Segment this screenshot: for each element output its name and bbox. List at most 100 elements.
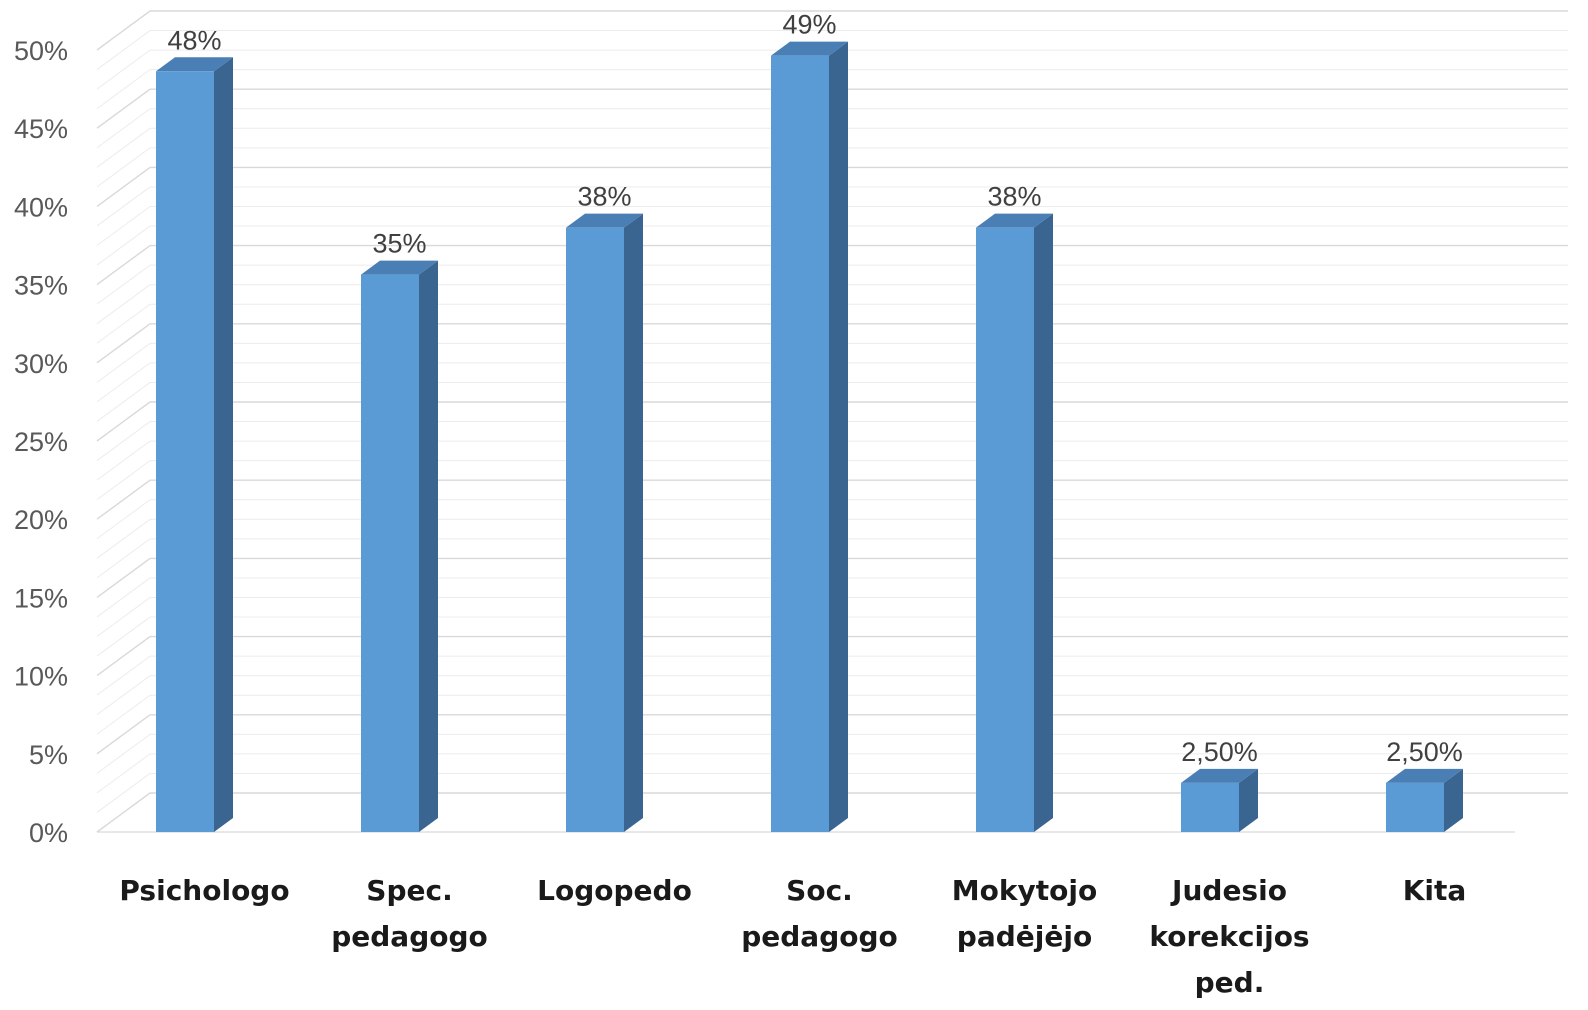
bar — [566, 213, 643, 832]
gridline-left-wall — [96, 773, 151, 813]
gridline-left-wall — [96, 264, 151, 305]
gridline-left-wall — [96, 714, 151, 755]
gridline-left-wall — [96, 401, 151, 442]
gridline-left-wall — [96, 440, 151, 481]
bar-side — [1444, 768, 1463, 832]
gridline-left-wall — [96, 108, 151, 149]
category-label: Mokytojo — [952, 874, 1097, 907]
gridline-left-wall — [96, 362, 151, 403]
gridline-left-wall — [96, 49, 151, 90]
y-tick-label: 20% — [14, 505, 68, 535]
data-label: 38% — [577, 182, 631, 212]
bar-top — [156, 57, 233, 72]
bar-front — [976, 227, 1034, 832]
gridline-left-wall — [96, 421, 151, 461]
chart-bars — [156, 41, 1463, 833]
bar-front — [1181, 782, 1239, 832]
gridline-left-wall — [96, 186, 151, 227]
bar-side — [419, 260, 438, 833]
bar-front — [1386, 782, 1444, 832]
bar-side — [624, 213, 643, 832]
gridline-left-wall — [96, 479, 151, 520]
data-label: 38% — [987, 182, 1041, 212]
category-label: ped. — [1195, 966, 1265, 999]
gridline-left-wall — [96, 675, 151, 716]
bar — [361, 260, 438, 833]
gridline-left-wall — [96, 792, 151, 833]
bar — [156, 57, 233, 832]
gridline-left-wall — [96, 460, 151, 501]
data-label: 35% — [372, 229, 426, 259]
gridline-left-wall — [96, 557, 151, 598]
y-tick-label: 35% — [14, 271, 68, 301]
bar-side — [1034, 213, 1053, 832]
category-label: Logopedo — [537, 874, 692, 907]
gridline-left-wall — [96, 166, 151, 207]
bar-top — [1386, 768, 1463, 783]
bar-front — [361, 274, 419, 833]
category-label: korekcijos — [1149, 920, 1309, 953]
data-label: 49% — [782, 10, 836, 40]
data-label: 48% — [167, 25, 221, 55]
gridline-left-wall — [96, 655, 151, 696]
gridline-left-wall — [96, 753, 151, 794]
category-label: Judesio — [1170, 874, 1287, 907]
bar — [1386, 768, 1463, 832]
y-tick-label: 5% — [29, 740, 68, 770]
bar — [1181, 768, 1258, 832]
category-label: pedagogo — [331, 920, 488, 953]
y-tick-label: 15% — [14, 583, 68, 613]
bar — [976, 213, 1053, 832]
bar-side — [214, 57, 233, 832]
category-label: Kita — [1403, 874, 1467, 907]
gridline-left-wall — [96, 518, 151, 559]
y-axis-ticks: 0% 5% 10% 15% 20% 25% 30% 35% 40% 45% 50% — [14, 36, 68, 848]
gridline-left-wall — [96, 284, 151, 325]
bar-top — [361, 260, 438, 275]
y-tick-label: 30% — [14, 349, 68, 379]
bar-side — [829, 41, 848, 832]
data-label: 2,50% — [1181, 737, 1258, 767]
y-tick-label: 45% — [14, 114, 68, 144]
y-tick-label: 25% — [14, 427, 68, 457]
data-label: 2,50% — [1386, 737, 1463, 767]
gridline-left-wall — [96, 69, 151, 110]
category-label: pedagogo — [741, 920, 898, 953]
gridline-left-wall — [96, 303, 151, 344]
bar-side — [1239, 768, 1258, 832]
gridline-left-wall — [96, 636, 151, 677]
gridline-left-wall — [96, 342, 151, 383]
y-tick-label: 40% — [14, 192, 68, 222]
bar-top — [1181, 768, 1258, 783]
gridline-left-wall — [96, 88, 151, 129]
gridline-left-wall — [96, 206, 151, 246]
gridline-left-wall — [96, 538, 151, 579]
gridline-left-wall — [96, 694, 151, 735]
category-label: Soc. — [786, 874, 853, 907]
bar-top — [976, 213, 1053, 228]
gridline-left-wall — [96, 597, 151, 637]
y-tick-label: 0% — [29, 818, 68, 848]
bar-front — [566, 227, 624, 832]
bar-front — [771, 55, 829, 832]
data-labels: 48% 35% 38% 49% 38% 2,50% 2,50% — [167, 10, 1462, 767]
gridline-left-wall — [96, 323, 151, 364]
category-label: Spec. — [366, 874, 452, 907]
bar — [771, 41, 848, 832]
category-label: Psichologo — [119, 874, 289, 907]
bar-top — [566, 213, 643, 228]
gridline-left-wall — [96, 147, 151, 188]
gridline-left-wall — [96, 382, 151, 422]
category-label: padėjėjo — [957, 920, 1092, 953]
y-tick-label: 50% — [14, 36, 68, 66]
gridline-left-wall — [96, 577, 151, 618]
x-axis-categories: Psichologo Spec. pedagogo Logopedo Soc. pedag… — [119, 874, 1466, 999]
y-tick-label: 10% — [14, 662, 68, 692]
gridline-left-wall — [96, 245, 151, 286]
gridline-left-wall — [96, 127, 151, 168]
gridline-left-wall — [96, 499, 151, 540]
gridline-left-wall — [96, 225, 151, 266]
bar-top — [771, 41, 848, 56]
gridline-left-wall — [96, 733, 151, 774]
